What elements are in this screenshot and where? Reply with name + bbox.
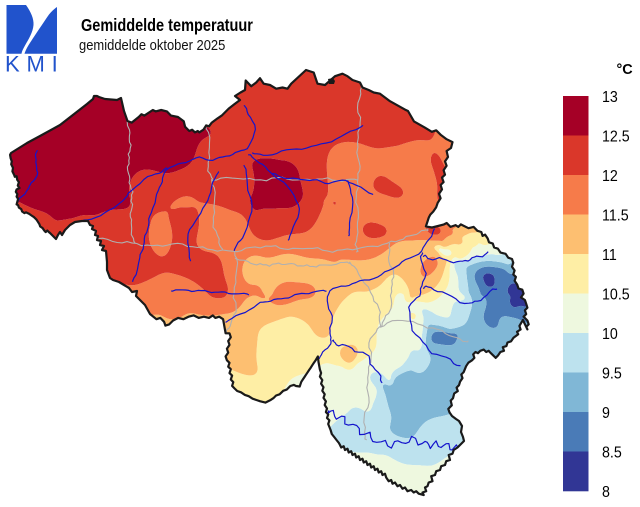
svg-text:11.5: 11.5 — [602, 207, 629, 225]
svg-text:12: 12 — [602, 167, 618, 185]
svg-text:KMI: KMI — [5, 52, 65, 77]
svg-text:8: 8 — [602, 483, 610, 501]
svg-text:gemiddelde oktober 2025: gemiddelde oktober 2025 — [79, 37, 226, 53]
svg-text:12.5: 12.5 — [602, 128, 630, 146]
svg-text:°C: °C — [617, 62, 633, 78]
svg-text:8.5: 8.5 — [602, 444, 622, 462]
svg-text:13: 13 — [602, 88, 618, 106]
svg-text:9.5: 9.5 — [602, 365, 622, 383]
svg-text:10: 10 — [602, 325, 618, 343]
svg-text:9: 9 — [602, 404, 610, 422]
svg-text:11: 11 — [602, 246, 617, 264]
svg-text:Gemiddelde temperatuur: Gemiddelde temperatuur — [81, 17, 253, 35]
svg-text:10.5: 10.5 — [602, 286, 630, 304]
